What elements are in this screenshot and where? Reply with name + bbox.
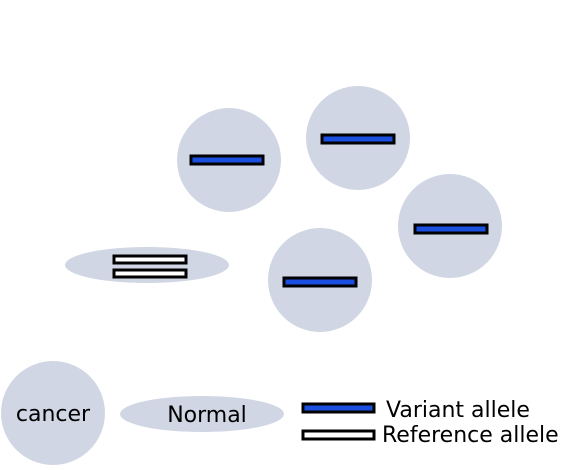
legend-reference-swatch [301, 429, 376, 441]
legend-cancer-label: cancer [16, 402, 91, 427]
cancer-cell [268, 228, 372, 332]
cancer-cell [177, 108, 281, 212]
legend-normal: Normal [120, 396, 284, 432]
legend: cancer Normal Variant allele Reference a… [1, 361, 559, 465]
reference-allele-bar [112, 268, 188, 279]
legend-variant: Variant allele [301, 398, 530, 423]
legend-variant-swatch [301, 402, 376, 414]
legend-reference-label: Reference allele [382, 423, 559, 448]
cancer-cell [398, 174, 502, 278]
variant-allele-bar [189, 154, 265, 166]
reference-allele-bar [112, 254, 188, 265]
legend-normal-label: Normal [167, 403, 247, 428]
variant-allele-bar [320, 133, 396, 145]
normal-cell [65, 247, 229, 283]
legend-variant-label: Variant allele [386, 398, 530, 423]
variant-allele-bar [413, 223, 489, 235]
variant-allele-bar [282, 276, 358, 288]
cancer-cell [306, 86, 410, 190]
legend-reference: Reference allele [301, 423, 559, 448]
legend-cancer: cancer [1, 361, 105, 465]
